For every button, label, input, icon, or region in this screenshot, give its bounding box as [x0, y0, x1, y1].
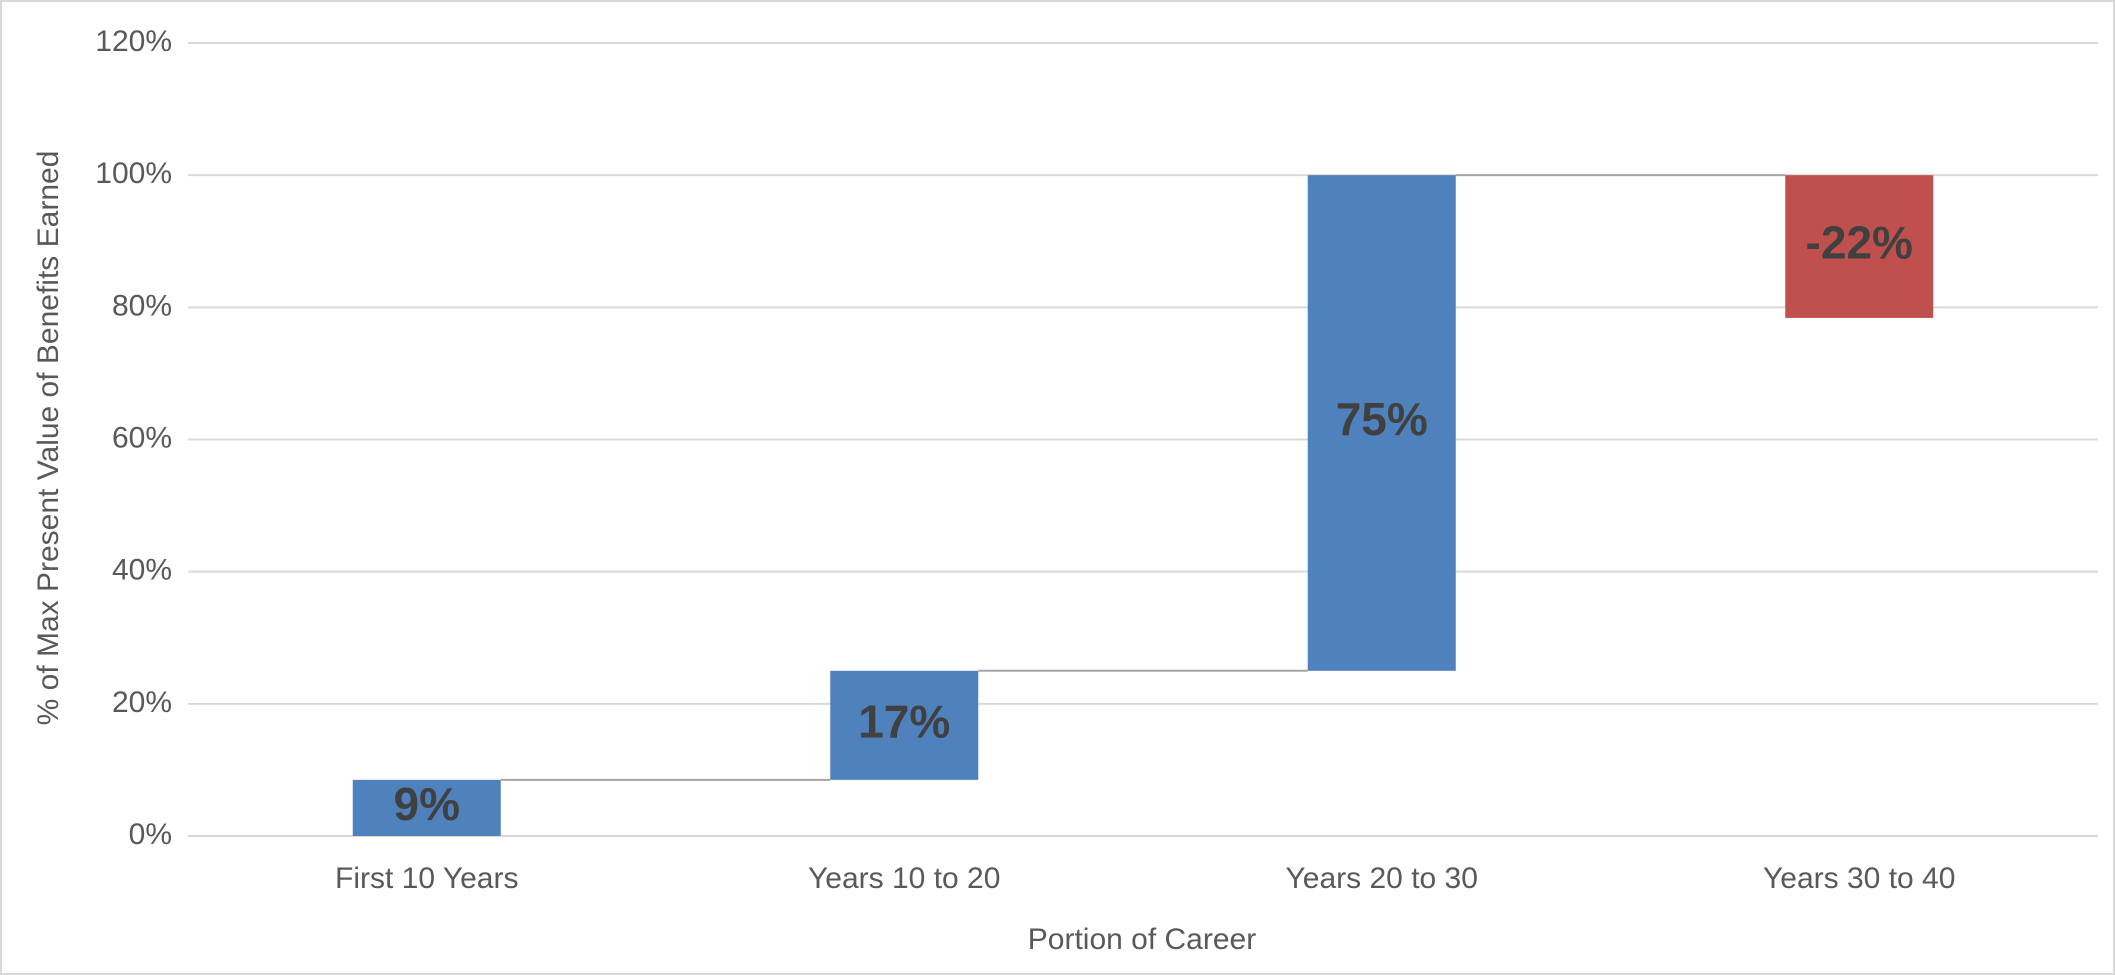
bar	[830, 670, 979, 780]
x-tick-label: Years 10 to 20	[808, 862, 1000, 895]
y-tick-label: 120%	[95, 25, 172, 58]
bar	[1307, 175, 1456, 671]
y-tick-label: 80%	[112, 289, 172, 322]
y-tick-label: 0%	[129, 818, 172, 851]
x-tick-label: First 10 Years	[335, 862, 518, 895]
bar	[352, 779, 501, 836]
data-label: 17%	[858, 695, 950, 747]
y-tick-label: 40%	[112, 554, 172, 587]
data-label: 75%	[1336, 393, 1428, 445]
data-label: -22%	[1806, 217, 1913, 269]
data-label: 9%	[394, 778, 460, 830]
x-tick-label: Years 20 to 30	[1286, 862, 1478, 895]
x-tick-label: Years 30 to 40	[1763, 862, 1955, 895]
y-tick-label: 20%	[112, 686, 172, 719]
bar	[1785, 175, 1934, 318]
x-axis-title: Portion of Career	[1028, 923, 1256, 956]
y-axis-title: % of Max Present Value of Benefits Earne…	[32, 151, 65, 726]
y-tick-label: 100%	[95, 157, 172, 190]
y-tick-label: 60%	[112, 421, 172, 454]
